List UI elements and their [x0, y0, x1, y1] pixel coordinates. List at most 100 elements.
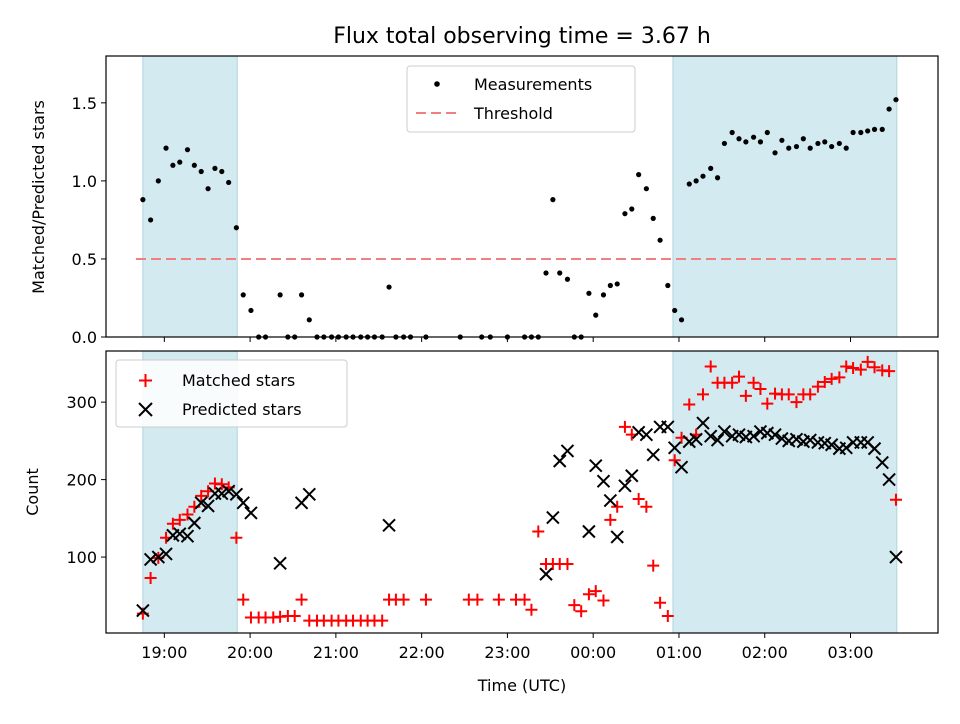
top-series-0-point-4 [170, 162, 176, 168]
legend-predicted-marker [138, 402, 153, 417]
top-series-0-point-7 [191, 162, 197, 168]
bottom-series-0-point-40 [492, 593, 505, 606]
bottom-series-0-point-87 [840, 360, 853, 373]
top-y-tick-label-1: 0.5 [72, 250, 97, 269]
bottom-series-0-point-37 [419, 593, 432, 606]
bottom-series-0-point-5 [173, 513, 186, 526]
x-tick-label-8: 03:00 [827, 643, 873, 662]
bottom-series-0-point-60 [647, 559, 660, 572]
top-series-0-point-12 [226, 179, 232, 186]
bottom-y-tick-label-1: 200 [66, 471, 97, 490]
top-series-0-point-67 [700, 173, 706, 179]
top-series-0-point-18 [277, 292, 283, 298]
bottom-series-0-point-72 [733, 370, 746, 383]
top-series-0-point-86 [836, 140, 842, 147]
chart-title: Flux total observing time = 3.67 h [333, 24, 711, 49]
bottom-series-1-point-43 [717, 424, 732, 439]
top-series-0-point-81 [800, 136, 806, 142]
legend-matched-label: Matched stars [182, 371, 295, 390]
top-series-0-point-9 [205, 186, 211, 192]
bottom-series-1-point-30 [625, 469, 639, 483]
bottom-series-0-point-39 [471, 593, 484, 606]
top-series-0-point-10 [212, 165, 218, 171]
bottom-series-1-point-28 [610, 530, 624, 544]
bottom-series-1-point-41 [703, 429, 718, 443]
top-series-0-point-5 [177, 159, 183, 165]
bottom-series-0-point-74 [747, 376, 760, 389]
x-tick-label-1: 20:00 [227, 643, 273, 662]
top-panel: 0.0 0.5 1.0 1.5 Matched/Predicted stars Mea… [29, 55, 939, 347]
bottom-series-1-point-0 [136, 603, 150, 618]
top-series-0-point-21 [298, 292, 305, 298]
bottom-series-0-point-44 [532, 525, 545, 538]
bottom-series-1-point-25 [589, 458, 603, 473]
x-axis-label: Time (UTC) [477, 676, 566, 695]
top-series-0-point-68 [708, 165, 714, 171]
bottom-series-1-point-29 [618, 479, 632, 493]
bottom-series-0-point-22 [295, 593, 308, 606]
top-series-0-point-13 [233, 225, 239, 231]
bottom-series-0-point-43 [525, 603, 538, 616]
bottom-series-1-point-5 [173, 527, 187, 541]
top-series-0-point-52 [593, 312, 599, 318]
top-series-0-point-64 [678, 317, 685, 323]
bottom-series-0-point-42 [518, 593, 531, 606]
bottom-series-1-point-35 [661, 420, 675, 434]
bottom-y-ticks: 100 200 300 [66, 393, 106, 567]
top-series-0-point-63 [672, 307, 678, 314]
bottom-series-0-point-53 [597, 594, 610, 607]
bottom-series-0-point-90 [861, 355, 874, 368]
bottom-series-1-point-22 [553, 454, 567, 468]
bottom-series-0-point-33 [376, 614, 389, 627]
bottom-series-1-point-47 [746, 429, 761, 443]
bottom-series-1-point-2 [151, 550, 166, 564]
bottom-series-0-point-1 [144, 571, 157, 584]
top-series-0-point-82 [807, 145, 813, 151]
bottom-series-0-point-59 [640, 500, 653, 513]
top-series-0-point-65 [686, 181, 692, 187]
top-series-0-point-8 [198, 168, 204, 175]
top-series-0-point-58 [636, 172, 642, 178]
bottom-series-1-point-12 [221, 484, 236, 498]
top-series-0-point-48 [564, 276, 571, 282]
bottom-series-1-point-16 [273, 556, 287, 570]
top-series-0-point-79 [786, 145, 792, 151]
bottom-series-0-point-80 [790, 396, 803, 409]
top-series-0-point-46 [550, 197, 556, 203]
bottom-series-0-point-54 [604, 513, 617, 526]
bottom-series-0-point-49 [568, 599, 581, 612]
top-series-0-point-3 [163, 145, 169, 151]
bottom-series-0-point-36 [397, 593, 410, 606]
bottom-series-0-point-14 [237, 593, 250, 606]
top-series-0-point-84 [822, 139, 828, 145]
top-legend-frame [406, 65, 636, 133]
x-tick-label-4: 23:00 [484, 643, 530, 662]
bottom-series-0-point-75 [754, 382, 767, 395]
bottom-panel: 19:00 20:00 21:00 22:00 23:00 00:00 01:00 02:00… [23, 350, 939, 695]
bottom-legend-frame [115, 359, 348, 428]
top-series-0-point-61 [657, 237, 663, 243]
legend-threshold-label: Threshold [473, 104, 553, 123]
bottom-series-0-point-89 [854, 363, 867, 376]
bottom-series-0-point-86 [833, 371, 846, 384]
bottom-series-1-point-55 [803, 433, 817, 447]
bottom-series-0-point-8 [195, 489, 208, 502]
bottom-series-1-point-65 [875, 455, 889, 470]
top-series-0-point-88 [850, 129, 856, 136]
bottom-shaded-interval-1 [672, 350, 898, 634]
x-tick-label-7: 02:00 [742, 643, 788, 662]
top-series-0-point-89 [858, 129, 864, 136]
bottom-series-1-point-9 [201, 499, 215, 513]
top-series-0-point-51 [586, 290, 592, 296]
top-series-0-point-77 [772, 150, 778, 156]
top-shaded-interval-0 [142, 55, 238, 338]
top-series-0-point-15 [248, 307, 254, 314]
bottom-series-1-point-23 [560, 444, 575, 458]
top-series-0-point-91 [871, 126, 878, 132]
bottom-series-0-point-88 [847, 362, 860, 375]
top-series-0-point-55 [614, 281, 620, 287]
bottom-series-1-point-19 [382, 518, 396, 533]
top-series-0-point-71 [729, 129, 735, 136]
x-tick-label-0: 19:00 [141, 643, 187, 662]
